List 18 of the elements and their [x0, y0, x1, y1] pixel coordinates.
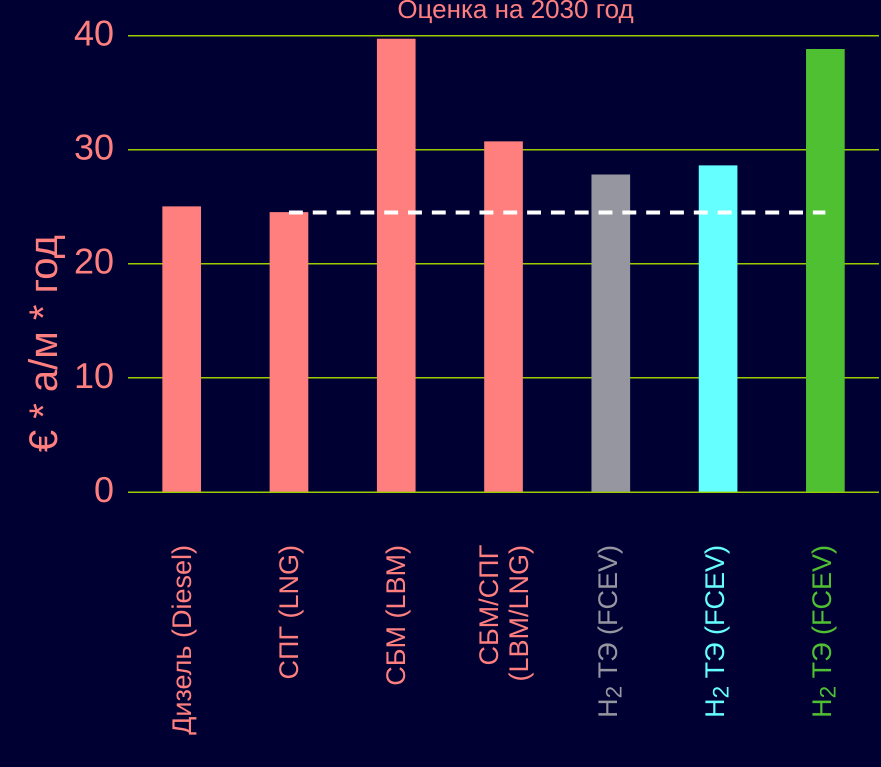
- bar: [376, 38, 416, 492]
- bar: [484, 141, 523, 492]
- y-tick-label: 20: [74, 240, 114, 282]
- y-tick-label: 40: [74, 12, 114, 54]
- y-tick-label: 10: [74, 354, 114, 396]
- bar: [698, 165, 738, 492]
- y-tick-label: 0: [94, 468, 114, 510]
- x-tick-label: СБМ/СПГ (LBM/LNG): [474, 545, 534, 682]
- chart-title: Оценка на 2030 год: [396, 0, 635, 25]
- x-tick-label: СПГ (LNG): [274, 545, 304, 680]
- bar: [270, 212, 308, 492]
- bar: [591, 174, 630, 492]
- bar: [806, 48, 845, 492]
- bar: [162, 206, 202, 492]
- x-tick-label: СБМ (LBM): [381, 545, 412, 686]
- y-tick-label: 30: [74, 126, 114, 168]
- y-axis-title: € * а/м * год: [22, 234, 67, 452]
- x-tick-label: Дизель (Diesel): [166, 545, 197, 735]
